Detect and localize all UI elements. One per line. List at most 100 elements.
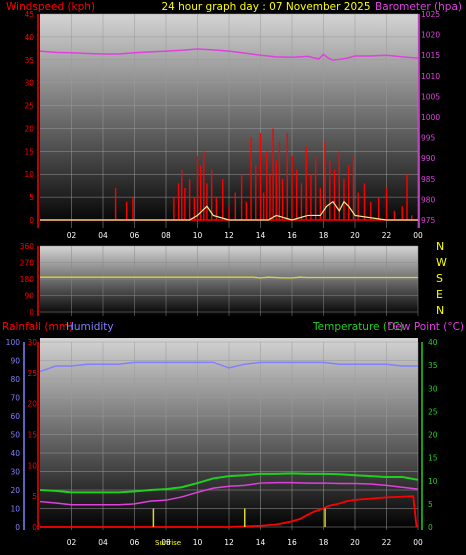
gust-highlight-line — [40, 200, 418, 221]
barometer-line — [39, 48, 419, 61]
temperature-axis-title: Temperature (°C) — [312, 321, 404, 333]
temp-panel-series — [39, 361, 419, 528]
baro-y-tick-8: 1015 — [421, 51, 440, 60]
dir-y-tick-1: 90 — [24, 292, 34, 301]
wind-x-tick-11: 00 — [413, 231, 423, 240]
temp-panel-axes: 0 10 20 30 40 50 60 70 80 90 100 0 5 10 15 20 25 30 0 5 10 15… — [6, 338, 438, 547]
rain-y-tick-4: 20 — [27, 400, 37, 409]
baro-y-tick-6: 1005 — [421, 92, 440, 101]
baro-y-tick-1: 980 — [421, 195, 436, 204]
wind-x-tick-6: 14 — [256, 231, 266, 240]
temp-y-tick-3: 15 — [428, 454, 438, 463]
rain-y-tick-6: 30 — [27, 338, 37, 347]
humidity-y-tick-2: 20 — [10, 486, 20, 495]
wind-x-tick-8: 18 — [319, 231, 329, 240]
temp-x-tick-6: 14 — [256, 538, 266, 547]
wind-x-tick-4: 10 — [193, 231, 203, 240]
wind-y-tick-2: 10 — [24, 170, 34, 179]
wind-y-tick-7: 35 — [24, 56, 34, 65]
wind-y-tick-9: 45 — [24, 10, 34, 19]
wind-panel-grid — [40, 13, 419, 228]
humidity-y-tick-6: 60 — [10, 412, 20, 421]
baro-y-tick-7: 1010 — [421, 72, 440, 81]
humidity-line — [39, 361, 418, 373]
sunrise-label: Sunrise — [155, 539, 181, 547]
humidity-y-tick-5: 50 — [10, 431, 20, 440]
wind-y-tick-0: 0 — [29, 216, 34, 225]
temp-x-tick-2: 06 — [130, 538, 140, 547]
wind-x-tick-7: 16 — [287, 231, 297, 240]
temp-x-tick-7: 16 — [287, 538, 297, 547]
direction-panel-axes: 0 90 180 270 360 — [20, 242, 39, 317]
chart-title: 24 hour graph day : 07 November 2025 — [161, 1, 370, 13]
baro-y-tick-9: 1020 — [421, 31, 440, 40]
temp-y-tick-2: 10 — [428, 477, 438, 486]
humidity-y-tick-0: 0 — [15, 523, 20, 532]
humidity-y-tick-8: 80 — [10, 375, 20, 384]
wind-x-tick-1: 04 — [98, 231, 108, 240]
temp-x-tick-3: 08 — [161, 538, 171, 547]
baro-y-tick-3: 990 — [421, 154, 436, 163]
temperature-line — [39, 472, 419, 494]
wind-x-tick-0: 02 — [67, 231, 77, 240]
baro-y-tick-5: 1000 — [421, 113, 440, 122]
rain-y-tick-3: 15 — [27, 431, 37, 440]
windspeed-axis-title: Windspeed (kph) — [6, 1, 95, 13]
temp-panel-grid — [40, 341, 419, 530]
wind-x-tick-3: 08 — [161, 231, 171, 240]
compass-east: E — [436, 288, 443, 301]
baro-y-tick-0: 975 — [421, 216, 436, 225]
temp-y-tick-1: 5 — [428, 500, 433, 509]
dir-y-tick-4: 360 — [20, 242, 35, 251]
temp-x-tick-8: 18 — [319, 538, 329, 547]
compass-south: S — [436, 272, 443, 285]
direction-panel-series — [40, 276, 418, 279]
wind-y-tick-4: 20 — [24, 124, 34, 133]
baro-y-tick-10: 1025 — [421, 10, 440, 19]
wind-x-tick-2: 06 — [130, 231, 140, 240]
temp-y-tick-6: 30 — [428, 384, 438, 393]
temp-y-tick-7: 35 — [428, 361, 438, 370]
humidity-y-tick-4: 40 — [10, 449, 20, 458]
temp-y-tick-4: 20 — [428, 431, 438, 440]
temp-x-tick-4: 10 — [193, 538, 203, 547]
compass-north-bottom: N — [436, 304, 444, 317]
compass-north-top: N — [436, 240, 444, 253]
dewpoint-line — [39, 481, 419, 506]
humidity-y-tick-10: 100 — [6, 338, 21, 347]
temp-x-tick-0: 02 — [67, 538, 77, 547]
temp-y-tick-5: 25 — [428, 407, 438, 416]
wind-y-tick-5: 25 — [24, 102, 34, 111]
rain-y-tick-2: 10 — [27, 461, 37, 470]
wind-y-tick-3: 15 — [24, 147, 34, 156]
wind-x-tick-5: 12 — [224, 231, 234, 240]
humidity-axis-title: Humidity — [66, 321, 114, 333]
humidity-y-tick-9: 90 — [10, 357, 20, 366]
rainfall-axis-title: Rainfall (mm) — [2, 321, 73, 333]
dir-y-tick-2: 180 — [20, 275, 35, 284]
wind-y-tick-6: 30 — [24, 79, 34, 88]
humidity-y-tick-7: 70 — [10, 394, 20, 403]
dewpoint-axis-title: Dew Point (°C) — [387, 321, 464, 333]
temp-y-tick-0: 0 — [428, 523, 433, 532]
wind-direction-line — [40, 276, 418, 279]
wind-y-tick-8: 40 — [24, 33, 34, 42]
rainfall-line — [40, 495, 419, 528]
baro-y-tick-2: 985 — [421, 175, 436, 184]
rain-y-tick-0: 0 — [32, 523, 37, 532]
dir-y-tick-3: 270 — [20, 259, 35, 268]
wind-x-tick-9: 20 — [350, 231, 360, 240]
rain-y-tick-5: 25 — [27, 369, 37, 378]
wind-panel-series — [39, 48, 419, 221]
humidity-y-tick-1: 10 — [10, 505, 20, 514]
temp-x-tick-5: 12 — [224, 538, 234, 547]
wind-panel-axes: 0510152025303540459759809859909951000100… — [24, 10, 440, 240]
temp-x-tick-9: 20 — [350, 538, 360, 547]
temp-y-tick-8: 40 — [428, 338, 438, 347]
wind-y-tick-1: 5 — [29, 193, 34, 202]
baro-y-tick-4: 995 — [421, 134, 436, 143]
humidity-y-tick-3: 30 — [10, 468, 20, 477]
dir-y-tick-0: 0 — [29, 308, 34, 317]
rain-y-tick-1: 5 — [32, 492, 37, 501]
